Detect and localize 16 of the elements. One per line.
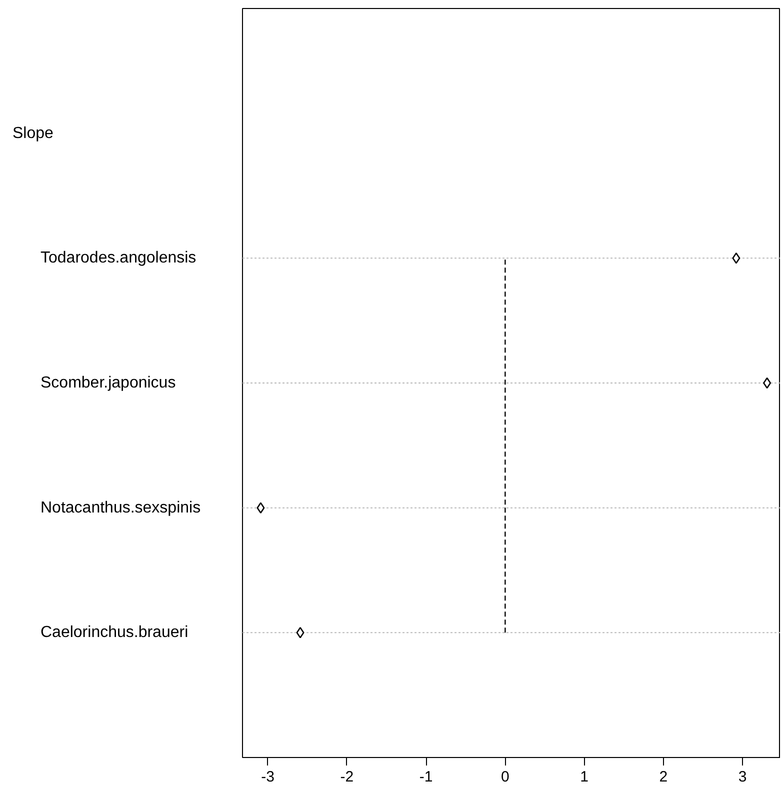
y-tick-label: Scomber.japonicus: [40, 374, 176, 392]
x-tick-label: 1: [580, 768, 588, 786]
x-tick-label: -3: [261, 768, 274, 786]
x-tick-label: 2: [659, 768, 668, 786]
point: [256, 502, 265, 514]
x-tick-label: 3: [738, 768, 747, 786]
x-tick-label: -1: [419, 768, 433, 786]
y-tick-label: Notacanthus.sexspinis: [40, 499, 201, 516]
text: Slope: [12, 124, 54, 142]
point: [763, 377, 772, 389]
point: [296, 627, 304, 638]
x-tick-label: 0: [501, 768, 510, 786]
y-tick-label: Caelorinchus.braueri: [40, 624, 188, 642]
x-tick-label: -2: [340, 768, 354, 786]
y-tick-label: Todarodes.angolensis: [40, 250, 196, 267]
point: [732, 252, 740, 264]
